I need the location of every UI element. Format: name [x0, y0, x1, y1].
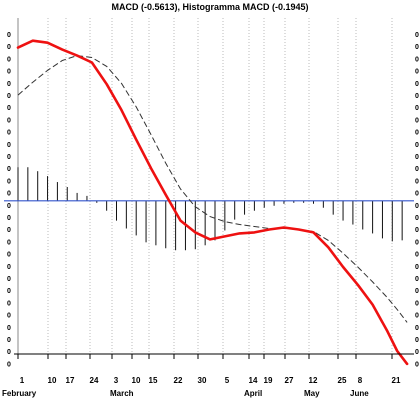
- chart-title: MACD (-0.5613), Histogramma MACD (-0.194…: [111, 2, 308, 12]
- x-tick-label: 12: [309, 376, 318, 385]
- y-tick-label-left: 0: [7, 166, 11, 173]
- y-tick-label-right: 0: [415, 166, 419, 173]
- y-tick-label-right: 0: [415, 56, 419, 63]
- y-tick-label-left: 0: [7, 349, 11, 356]
- y-axis-right: 0 0 0 0 0 0 0 0 0 0 0 0 0 0 0 0 0 0 0 0 0 0 0 0 0 0 0 0: [415, 32, 419, 368]
- y-tick-label-right: 0: [415, 252, 419, 259]
- grid-lines: [17, 18, 393, 354]
- x-tick-label: 19: [264, 376, 273, 385]
- y-tick-label-left: 0: [7, 105, 11, 112]
- y-tick-label-right: 0: [415, 203, 419, 210]
- y-tick-label-right: 0: [415, 227, 419, 234]
- series-line-macd: [16, 39, 409, 366]
- x-month-label: May: [304, 389, 320, 398]
- series-lines: [16, 39, 409, 366]
- y-tick-label-left: 0: [7, 93, 11, 100]
- y-tick-label-left: 0: [7, 252, 11, 259]
- y-tick-label-right: 0: [415, 361, 419, 368]
- y-tick-label-right: 0: [415, 44, 419, 51]
- y-tick-label-left: 0: [7, 215, 11, 222]
- y-tick-label-right: 0: [415, 130, 419, 137]
- y-tick-label-left: 0: [7, 44, 11, 51]
- x-tick-label: 22: [174, 376, 183, 385]
- x-tick-label: 21: [392, 376, 401, 385]
- x-month-label: June: [350, 389, 369, 398]
- x-tick-label: 27: [285, 376, 294, 385]
- y-tick-label-right: 0: [415, 191, 419, 198]
- y-tick-label-left: 0: [7, 239, 11, 246]
- y-tick-label-left: 0: [7, 288, 11, 295]
- x-tick-label: 3: [114, 376, 119, 385]
- y-tick-label-left: 0: [7, 361, 11, 368]
- y-tick-label-left: 0: [7, 227, 11, 234]
- x-axis: 1 10 17 24 3 10 15 22 30 5 14 19 27 12 25 8 21 February Ma…: [2, 353, 414, 398]
- y-tick-label-left: 0: [7, 300, 11, 307]
- y-axis-left: 0 0 0 0 0 0 0 0 0 0 0 0 0 0 0 0 0 0 0 0 0 0 0 0 0 0 0 0: [7, 32, 11, 368]
- y-tick-label-left: 0: [7, 130, 11, 137]
- y-tick-label-left: 0: [7, 276, 11, 283]
- y-tick-label-left: 0: [7, 32, 11, 39]
- x-tick-label: 5: [225, 376, 230, 385]
- histogram-bars: [17, 167, 403, 251]
- y-tick-label-right: 0: [415, 325, 419, 332]
- y-tick-label-right: 0: [415, 142, 419, 149]
- x-tick-label: 17: [66, 376, 75, 385]
- x-tick-label: 14: [249, 376, 258, 385]
- y-tick-label-right: 0: [415, 105, 419, 112]
- y-tick-label-left: 0: [7, 313, 11, 320]
- y-tick-label-right: 0: [415, 215, 419, 222]
- y-tick-label-left: 0: [7, 325, 11, 332]
- y-tick-label-right: 0: [415, 239, 419, 246]
- y-tick-label-right: 0: [415, 117, 419, 124]
- y-tick-label-right: 0: [415, 264, 419, 271]
- x-tick-label: 10: [132, 376, 141, 385]
- x-month-label: February: [2, 389, 37, 398]
- y-tick-label-left: 0: [7, 56, 11, 63]
- x-tick-label: 8: [358, 376, 363, 385]
- y-tick-label-left: 0: [7, 264, 11, 271]
- y-tick-label-right: 0: [415, 178, 419, 185]
- y-tick-label-right: 0: [415, 69, 419, 76]
- x-tick-label: 24: [90, 376, 99, 385]
- y-tick-label-right: 0: [415, 349, 419, 356]
- x-tick-label: 1: [20, 376, 25, 385]
- y-tick-label-right: 0: [415, 337, 419, 344]
- y-tick-label-left: 0: [7, 154, 11, 161]
- x-tick-label: 10: [48, 376, 57, 385]
- y-tick-label-right: 0: [415, 32, 419, 39]
- y-tick-label-right: 0: [415, 81, 419, 88]
- y-tick-label-right: 0: [415, 313, 419, 320]
- x-tick-label: 25: [338, 376, 347, 385]
- y-tick-label-right: 0: [415, 93, 419, 100]
- y-tick-label-right: 0: [415, 154, 419, 161]
- x-tick-label: 15: [149, 376, 158, 385]
- y-tick-label-left: 0: [7, 81, 11, 88]
- y-tick-label-left: 0: [7, 178, 11, 185]
- y-tick-label-left: 0: [7, 117, 11, 124]
- x-month-label: April: [244, 389, 262, 398]
- y-tick-label-left: 0: [7, 191, 11, 198]
- y-tick-label-left: 0: [7, 337, 11, 344]
- y-tick-label-right: 0: [415, 288, 419, 295]
- y-tick-label-left: 0: [7, 142, 11, 149]
- y-tick-label-right: 0: [415, 276, 419, 283]
- y-tick-label-left: 0: [7, 203, 11, 210]
- y-tick-label-left: 0: [7, 69, 11, 76]
- x-month-label: March: [110, 389, 134, 398]
- x-tick-label: 30: [198, 376, 207, 385]
- y-tick-label-right: 0: [415, 300, 419, 307]
